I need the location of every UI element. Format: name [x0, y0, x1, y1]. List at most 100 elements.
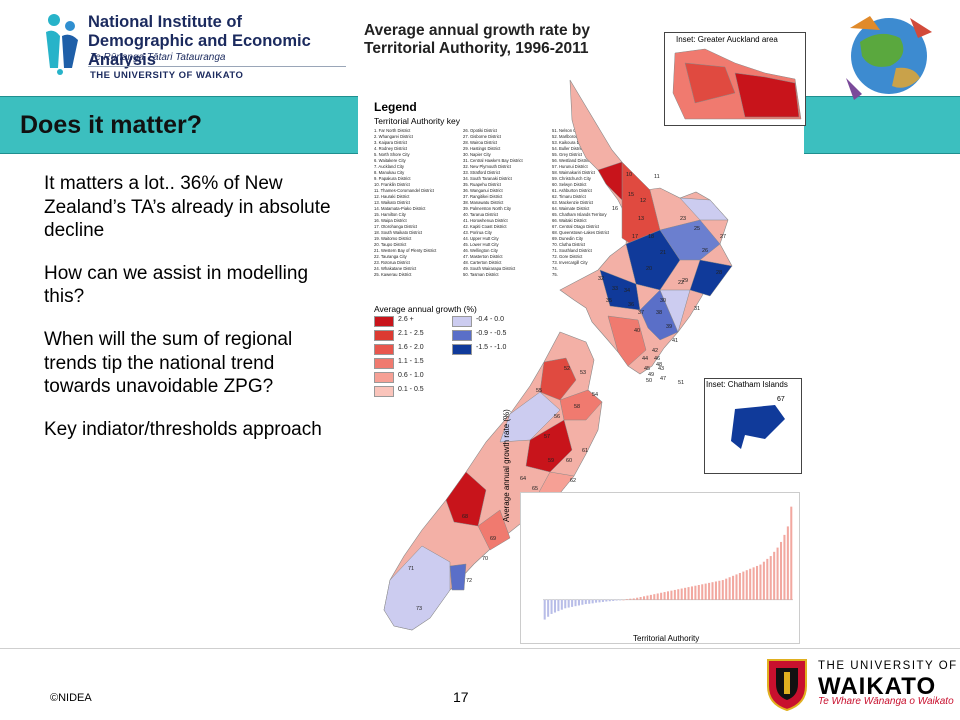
legend-swatch-label: 1.1 - 1.5	[398, 358, 424, 365]
bar	[769, 556, 772, 600]
bar	[677, 589, 680, 600]
org-name: National Institute of Demographic and Ec…	[88, 13, 348, 70]
ta-key-item: 27. Gisborne District	[463, 134, 501, 139]
ta-key-item: 31. Central Hawke's Bay District	[463, 158, 523, 163]
legend-swatch	[374, 372, 394, 383]
bar	[646, 595, 649, 600]
ta-key-item: 43. Porirua City	[463, 230, 492, 235]
map-number-label: 46	[654, 356, 660, 362]
bar-chart-inset	[520, 492, 800, 644]
ta-key-column: 1. Far North District 2. Whangarei Distri…	[374, 128, 462, 278]
bar	[690, 586, 693, 600]
map-number-label: 29	[682, 278, 688, 284]
chatham-inset-map: 67	[731, 396, 785, 449]
ta-key-item: 68. Queenstown-Lakes District	[552, 230, 610, 235]
legend-swatch-label: 2.6 +	[398, 316, 414, 323]
map-number-label: 12	[640, 198, 646, 204]
ta-key-item: 21. Western Bay of Plenty District	[374, 248, 437, 253]
bar	[622, 599, 625, 601]
bar	[656, 593, 659, 600]
bar	[742, 571, 745, 600]
ta-key-item: 15. Hamilton City	[374, 212, 406, 217]
map-number-label: 57	[544, 434, 550, 440]
bar	[708, 582, 711, 600]
ta-key-item: 5. North Shore City	[374, 152, 410, 157]
ta-key-item: 51. Nelson City	[552, 128, 581, 133]
map-number-label: 30	[660, 298, 666, 304]
map-number-label: 18	[648, 234, 654, 240]
map-number-label: 55	[536, 388, 542, 394]
map-number-label: 70	[482, 556, 488, 562]
bar	[625, 599, 628, 600]
waikato-line1: THE UNIVERSITY OF	[818, 660, 958, 672]
org-name-line2: Demographic and Economic Analysis	[88, 32, 311, 69]
bar	[756, 565, 759, 600]
map-number-label: 34	[624, 288, 630, 294]
map-number-label: 58	[574, 404, 580, 410]
map-number-label: 48	[656, 362, 662, 368]
bar	[718, 580, 721, 600]
ta-key-item: 62. Timaru District	[552, 194, 586, 199]
bar	[584, 599, 587, 605]
ta-key-column: 51. Nelson City 52. Marlborough District 5…	[552, 128, 640, 278]
ta-key-item: 50. Tasman District	[463, 272, 499, 277]
bar	[762, 561, 765, 600]
bar	[598, 599, 601, 603]
ta-key-item: 65. Chatham Islands Territory	[552, 212, 607, 217]
bar	[649, 594, 652, 600]
ta-key-item: 52. Marlborough District	[552, 134, 597, 139]
map-number-label: 20	[646, 266, 652, 272]
bar	[632, 598, 635, 600]
legend-swatch-label: 0.1 - 0.5	[398, 386, 424, 393]
ta-key-item: 6. Waitakere City	[374, 158, 406, 163]
bar	[673, 589, 676, 600]
ta-key-item: 75.	[552, 272, 558, 277]
ta-key-item: 40. Tararua District	[463, 212, 499, 217]
bar	[619, 599, 622, 601]
ta-key-item: 74.	[552, 266, 558, 271]
map-number-label: 59	[548, 458, 554, 464]
bar	[543, 599, 546, 620]
ta-key-item: 18. South Waikato District	[374, 230, 423, 235]
bar	[608, 599, 611, 602]
figure-title-line2: Territorial Authority, 1996-2011	[364, 40, 589, 57]
ta-key-item: 33. Stratford District	[463, 170, 501, 175]
ta-key-item: 66. Waitaki District	[552, 218, 587, 223]
map-number-label: 52	[564, 366, 570, 372]
map-number-label: 56	[554, 414, 560, 420]
map-number-label: 54	[592, 392, 598, 398]
bar	[612, 599, 615, 601]
map-number-label: 43	[658, 366, 664, 372]
map-number-label: 37	[638, 310, 644, 316]
bar	[653, 594, 656, 600]
nidea-logo-icon	[46, 14, 78, 75]
map-number-label: 33	[612, 286, 618, 292]
bar	[714, 581, 717, 600]
ta-key-item: 67. Central Otago District	[552, 224, 600, 229]
map-number-label: 31	[694, 306, 700, 312]
org-maori-name: Te Rūnanga Tātari Tatauranga	[90, 52, 226, 63]
bar	[639, 597, 642, 600]
bar	[615, 599, 618, 601]
nz-map: 10 11 12 13 15 16 17 18 20 21 22 23 25 26 27 28 29 30 31 32…	[383, 79, 733, 631]
map-number-label: 40	[634, 328, 640, 334]
legend-swatch	[374, 358, 394, 369]
bar	[680, 588, 683, 600]
bar	[560, 599, 563, 610]
map-number-label: 28	[716, 270, 722, 276]
legend-swatch	[374, 344, 394, 355]
ta-key-item: 14. Matamata-Piako District	[374, 206, 426, 211]
bar	[591, 599, 594, 604]
map-number-label: 69	[490, 536, 496, 542]
bar	[711, 582, 714, 600]
ta-key-item: 26. Opotiki District	[463, 128, 497, 133]
growth-legend: 2.6 + 2.1 - 2.5 1.6 - 2.0 1.1 - 1.5 0.6 - 1.…	[374, 316, 534, 406]
legend-swatch-label: -0.4 - 0.0	[476, 316, 505, 323]
map-number-label: 47	[660, 376, 666, 382]
bar	[766, 558, 769, 600]
bar	[759, 564, 762, 600]
bar	[547, 599, 550, 617]
waikato-line3: Te Whare Wānanga o Waikato	[818, 696, 954, 707]
bar	[564, 599, 567, 609]
bar	[687, 587, 690, 600]
